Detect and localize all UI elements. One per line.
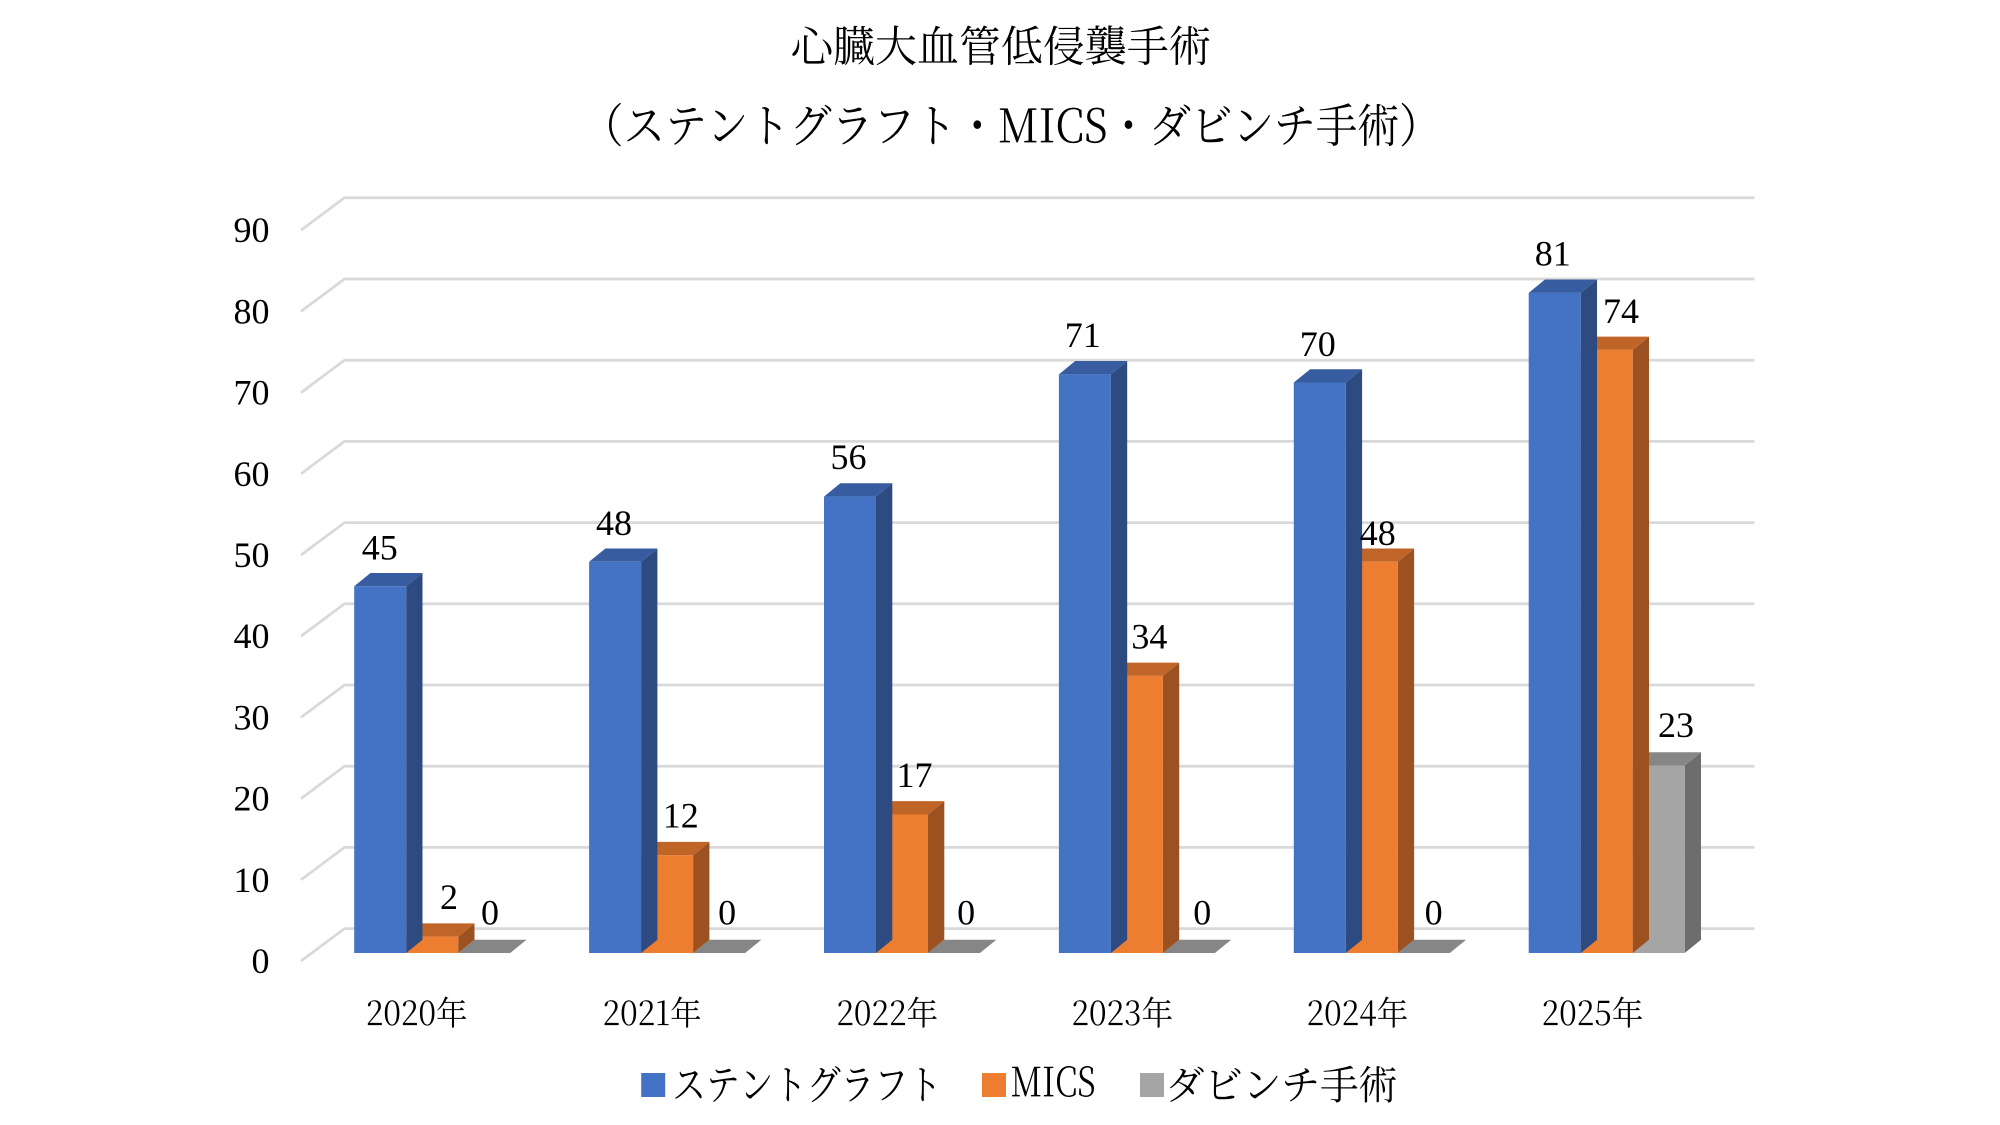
svg-text:48: 48 — [596, 503, 632, 543]
svg-text:0: 0 — [957, 892, 975, 932]
svg-text:48: 48 — [1360, 513, 1396, 553]
svg-text:56: 56 — [831, 437, 867, 477]
svg-text:0: 0 — [1425, 892, 1443, 932]
svg-text:81: 81 — [1535, 233, 1571, 273]
svg-text:2: 2 — [440, 877, 458, 917]
svg-text:90: 90 — [234, 210, 270, 250]
svg-text:20: 20 — [234, 779, 270, 819]
svg-text:0: 0 — [718, 892, 736, 932]
svg-text:60: 60 — [234, 454, 270, 494]
svg-text:12: 12 — [663, 796, 699, 836]
svg-text:23: 23 — [1658, 705, 1694, 745]
svg-text:70: 70 — [1300, 324, 1336, 364]
svg-text:70: 70 — [234, 373, 270, 413]
svg-text:45: 45 — [362, 528, 398, 568]
svg-text:30: 30 — [234, 697, 270, 737]
svg-text:17: 17 — [897, 755, 933, 795]
svg-text:50: 50 — [234, 535, 270, 575]
svg-text:0: 0 — [252, 941, 270, 981]
svg-text:80: 80 — [234, 291, 270, 331]
svg-text:40: 40 — [234, 616, 270, 656]
svg-text:10: 10 — [234, 860, 270, 900]
svg-text:74: 74 — [1603, 291, 1639, 331]
svg-text:34: 34 — [1131, 617, 1167, 657]
svg-text:0: 0 — [1193, 892, 1211, 932]
svg-text:71: 71 — [1065, 315, 1101, 355]
svg-text:0: 0 — [481, 892, 499, 932]
